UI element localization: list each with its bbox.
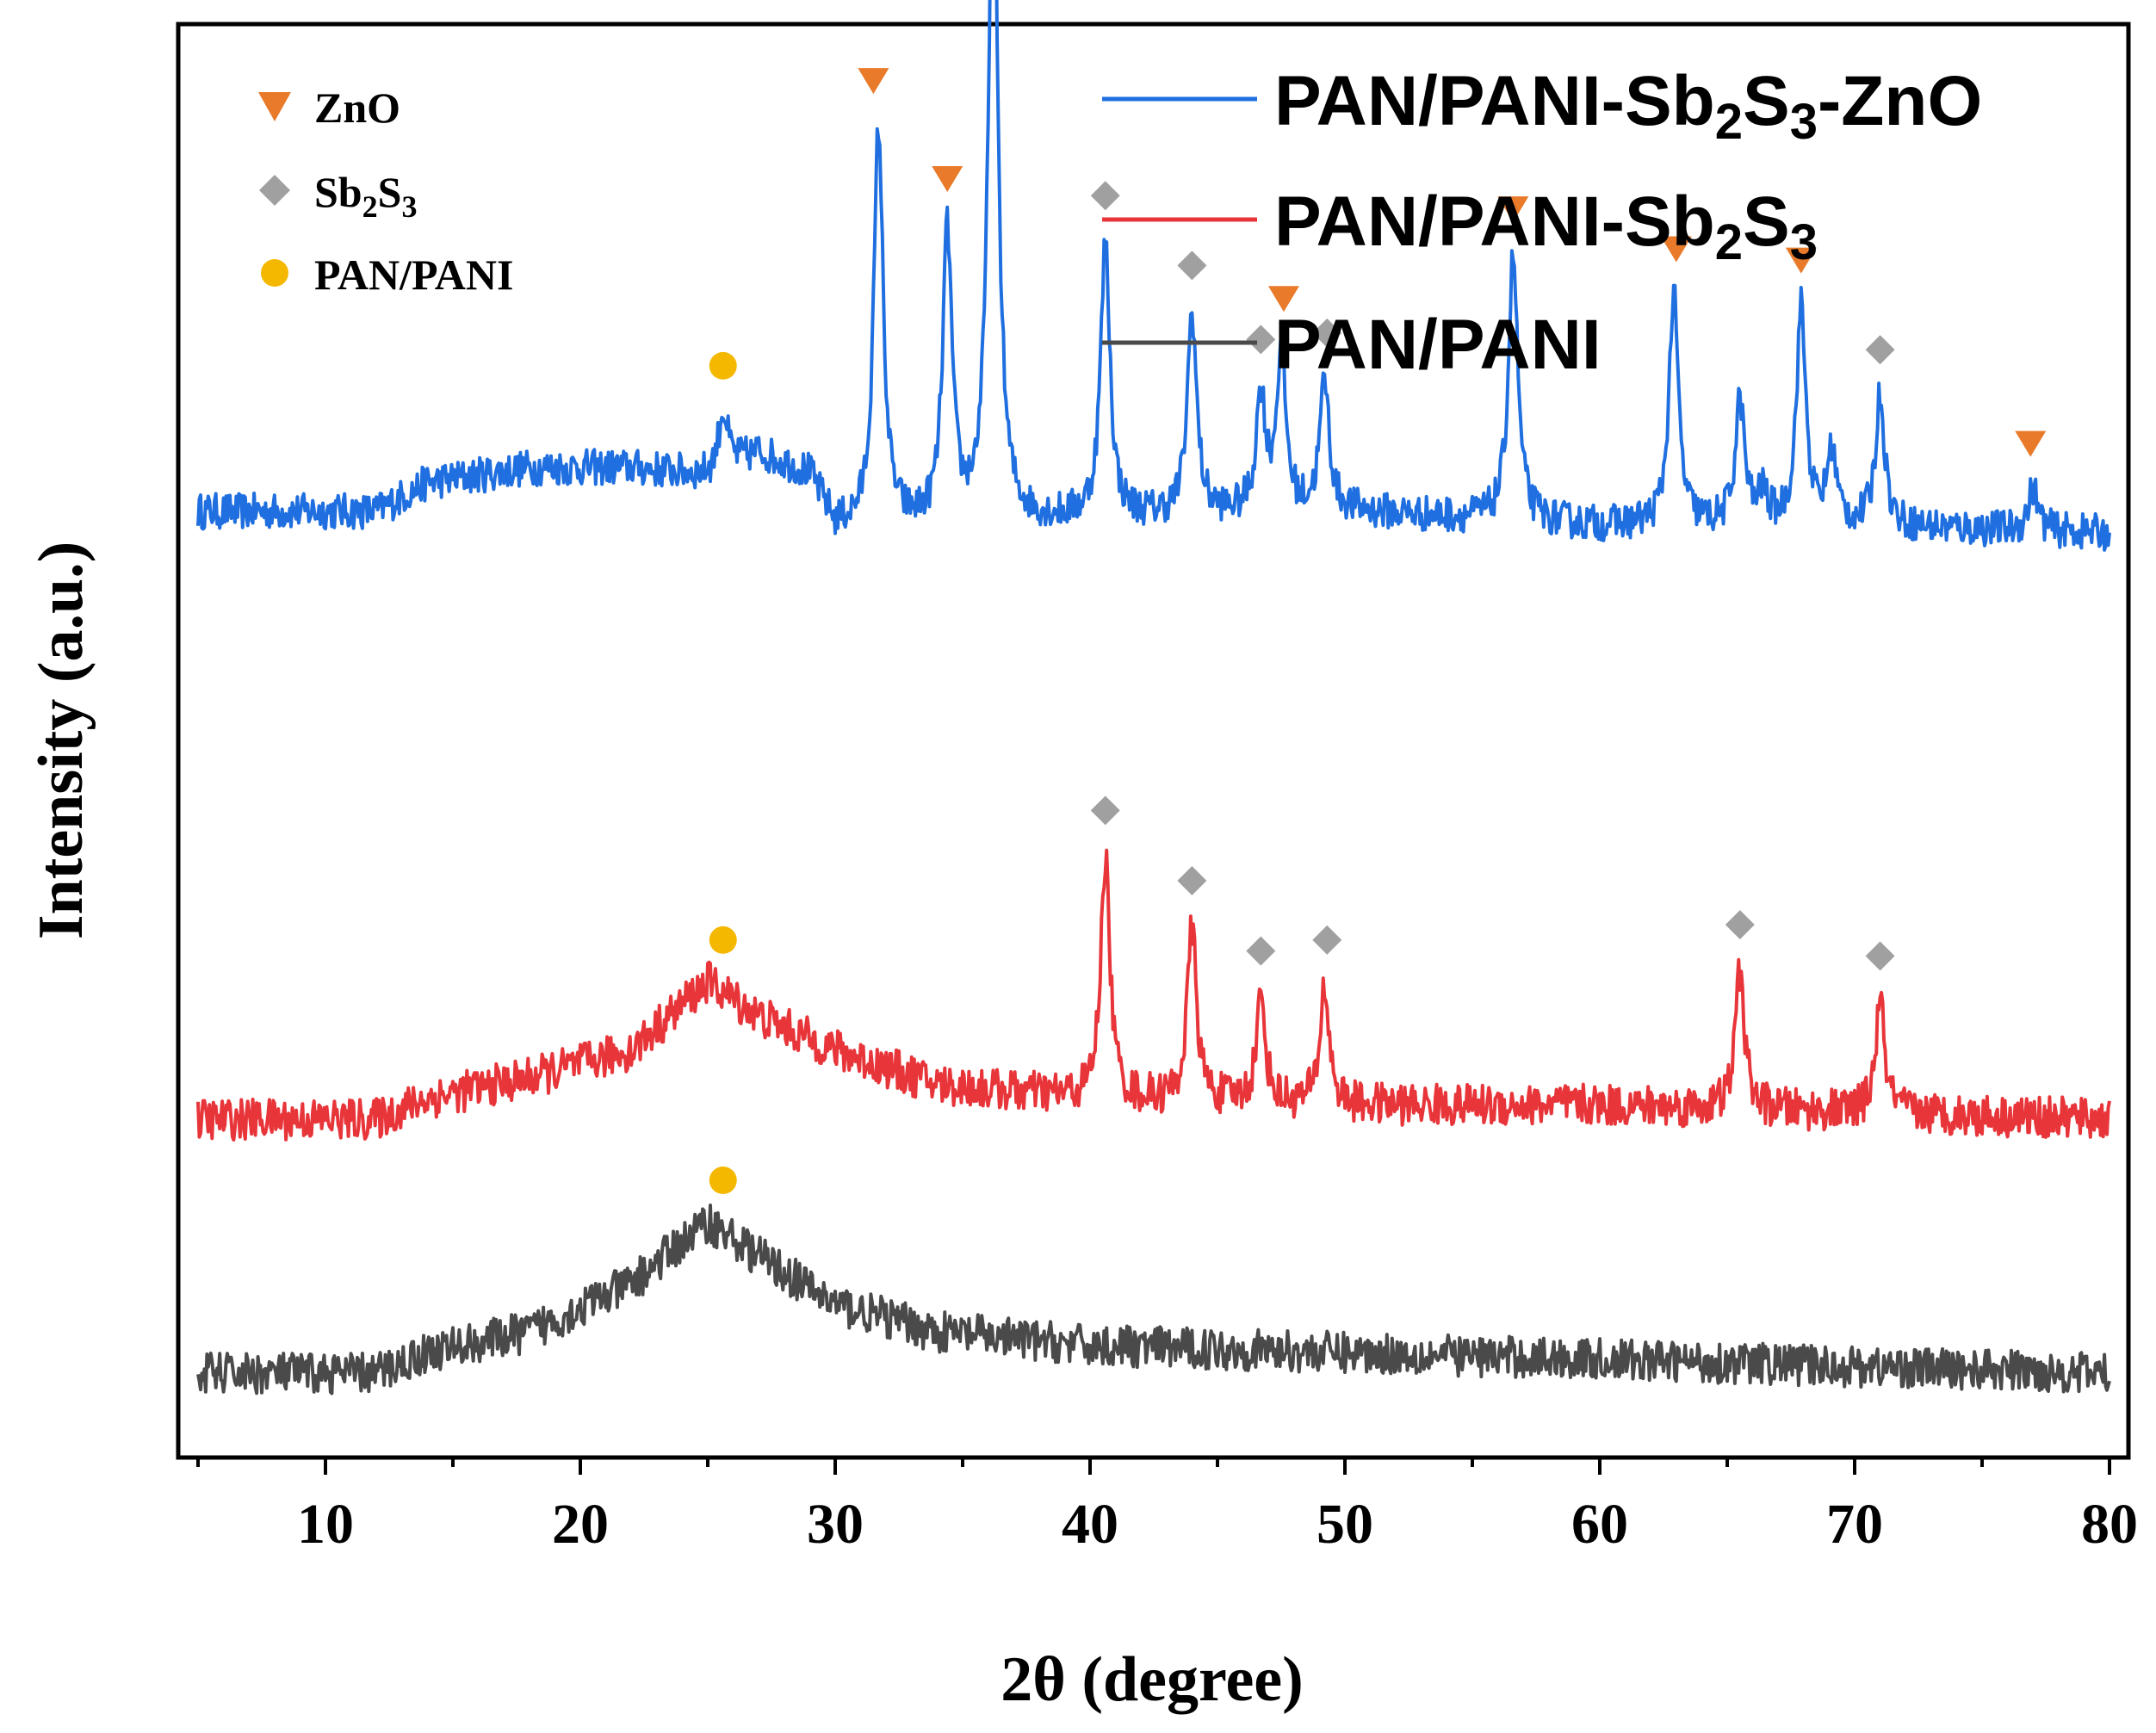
zno-marker [1497,196,1529,223]
x-axis: 10 20 30 40 50 60 70 80 [196,1458,2138,1556]
x-tick-label: 10 [297,1493,354,1556]
sb2s3-diamond-icon [259,175,290,206]
zno-marker [1785,247,1817,274]
pan-pani-marker [709,925,737,954]
marker-legend-label-pan-pani: PAN/PANI [314,251,513,299]
zno-marker [1267,286,1299,313]
x-tick-label: 60 [1571,1493,1628,1556]
x-tick-label: 30 [807,1493,864,1556]
sb2s3-marker [1865,941,1895,971]
zno-marker [2015,430,2047,457]
sb2s3-marker [1312,318,1342,348]
pan-pani-circle-icon [261,259,288,287]
legend-label-composite: PAN/PANI-Sb2S3-ZnO [1274,62,1982,150]
zno-triangle-icon [258,92,291,121]
zno-marker [932,166,963,193]
legend-lines: PAN/PANI-Sb2S3-ZnO PAN/PANI-Sb2S3 PAN/PA… [1102,62,1982,384]
sb2s3-marker [1246,325,1276,355]
series-layer [196,0,2111,1396]
pan-pani-marker [709,351,737,380]
zno-marker [1660,236,1692,263]
x-axis-title: 2θ (degree) [1001,1644,1304,1715]
legend-label-pan: PAN/PANI [1274,306,1602,384]
sb2s3-marker [1090,181,1120,211]
y-axis-title: Intensity (a.u.) [26,542,96,940]
sb2s3-marker [1090,795,1120,826]
sb2s3-marker [1865,335,1895,365]
x-tick-label: 80 [2081,1493,2138,1556]
series-line-composite [196,0,2111,552]
marker-legend-label-zno: ZnO [314,84,400,132]
x-tick-label: 70 [1826,1493,1883,1556]
x-tick-label: 50 [1317,1493,1373,1556]
x-tick-label: 20 [552,1493,609,1556]
series-line-pan [196,1204,2111,1396]
sb2s3-marker [1177,865,1207,895]
marker-legend-label-sb2s3: Sb2S3 [314,168,417,224]
zno-marker [858,68,889,95]
marker-legend: ZnO Sb2S3 PAN/PANI [258,84,513,299]
sb2s3-marker [1246,936,1276,966]
x-tick-label: 40 [1062,1493,1118,1556]
sb2s3-marker [1312,925,1342,955]
phase-marker-layer [709,68,2047,1194]
plot-frame [176,22,2131,1460]
legend-label-sb2s3: PAN/PANI-Sb2S3 [1274,183,1818,270]
sb2s3-marker [1177,251,1207,281]
sb2s3-marker [1725,910,1755,940]
series-line-sb2s3 [196,848,2111,1142]
pan-pani-marker [709,1167,737,1194]
